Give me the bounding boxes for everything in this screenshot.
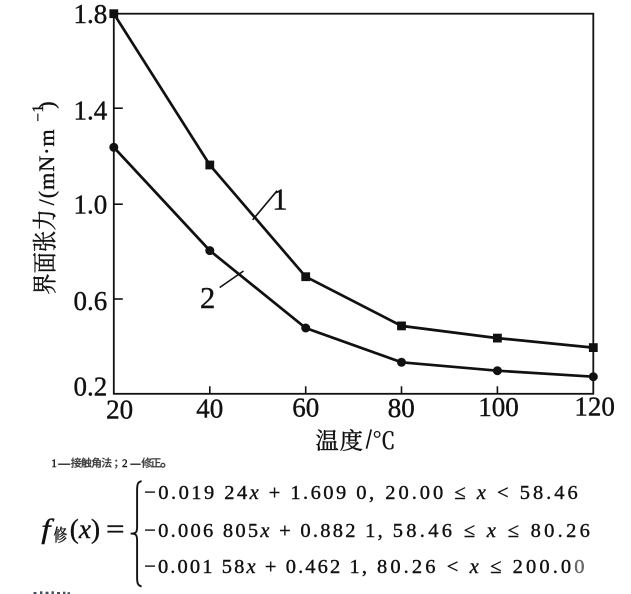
svg-text:1.4: 1.4 — [74, 96, 108, 126]
svg-text:−1: −1 — [30, 105, 47, 122]
svg-text:100: 100 — [478, 392, 519, 422]
svg-text:0.6: 0.6 — [74, 286, 108, 316]
svg-text:1.8: 1.8 — [74, 0, 108, 29]
svg-text:/(mN·m: /(mN·m — [34, 129, 59, 205]
svg-text:1: 1 — [272, 182, 287, 216]
svg-text:2: 2 — [200, 281, 215, 315]
svg-text:20: 20 — [106, 395, 133, 425]
svg-text:(x): (x) — [70, 514, 100, 544]
svg-text:60: 60 — [292, 393, 319, 423]
svg-text:80: 80 — [388, 393, 415, 423]
svg-text:1.0: 1.0 — [74, 190, 108, 220]
svg-text:1: 1 — [51, 458, 57, 470]
svg-text:120: 120 — [574, 392, 615, 422]
svg-text:=: = — [106, 514, 125, 544]
svg-text:20.00 ≤ x < 58.46: 20.00 ≤ x < 58.46 — [385, 482, 578, 504]
svg-text:0.2: 0.2 — [74, 371, 108, 401]
svg-text:): ) — [34, 101, 59, 108]
svg-text:40: 40 — [196, 394, 223, 424]
svg-text:58.46 ≤ x ≤ 80.26: 58.46 ≤ x ≤ 80.26 — [393, 520, 590, 542]
svg-text:2: 2 — [122, 458, 128, 470]
